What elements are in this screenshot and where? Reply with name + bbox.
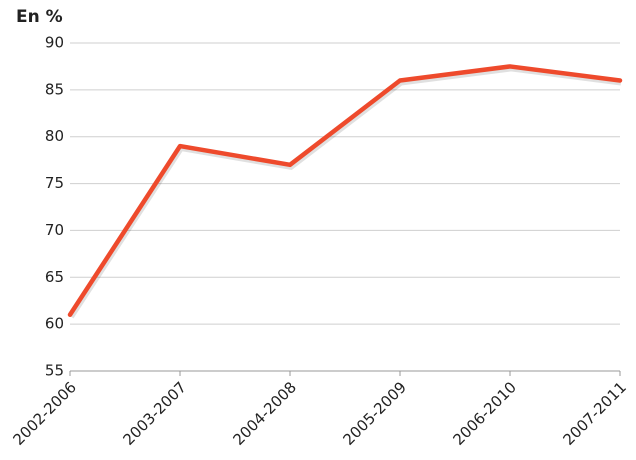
x-tick-label: 2006-2010 [449, 378, 520, 449]
x-tick-label: 2002-2006 [9, 378, 80, 449]
y-tick-label: 90 [45, 34, 64, 52]
x-tick-label: 2007-2011 [559, 378, 630, 449]
line-shadow [68, 65, 622, 319]
chart-title: En % [16, 7, 63, 27]
y-tick-label: 70 [45, 221, 64, 239]
x-tick-label: 2004-2008 [229, 378, 300, 449]
y-tick-label: 85 [45, 80, 64, 98]
x-tick-label: 2005-2009 [339, 378, 410, 449]
y-tick-label: 65 [45, 268, 64, 286]
y-tick-label: 55 [45, 362, 64, 380]
y-tick-label: 60 [45, 315, 64, 333]
y-tick-label: 75 [45, 174, 64, 192]
y-tick-label: 80 [45, 127, 64, 145]
line [67, 64, 623, 318]
x-tick-label: 2003-2007 [119, 378, 190, 449]
